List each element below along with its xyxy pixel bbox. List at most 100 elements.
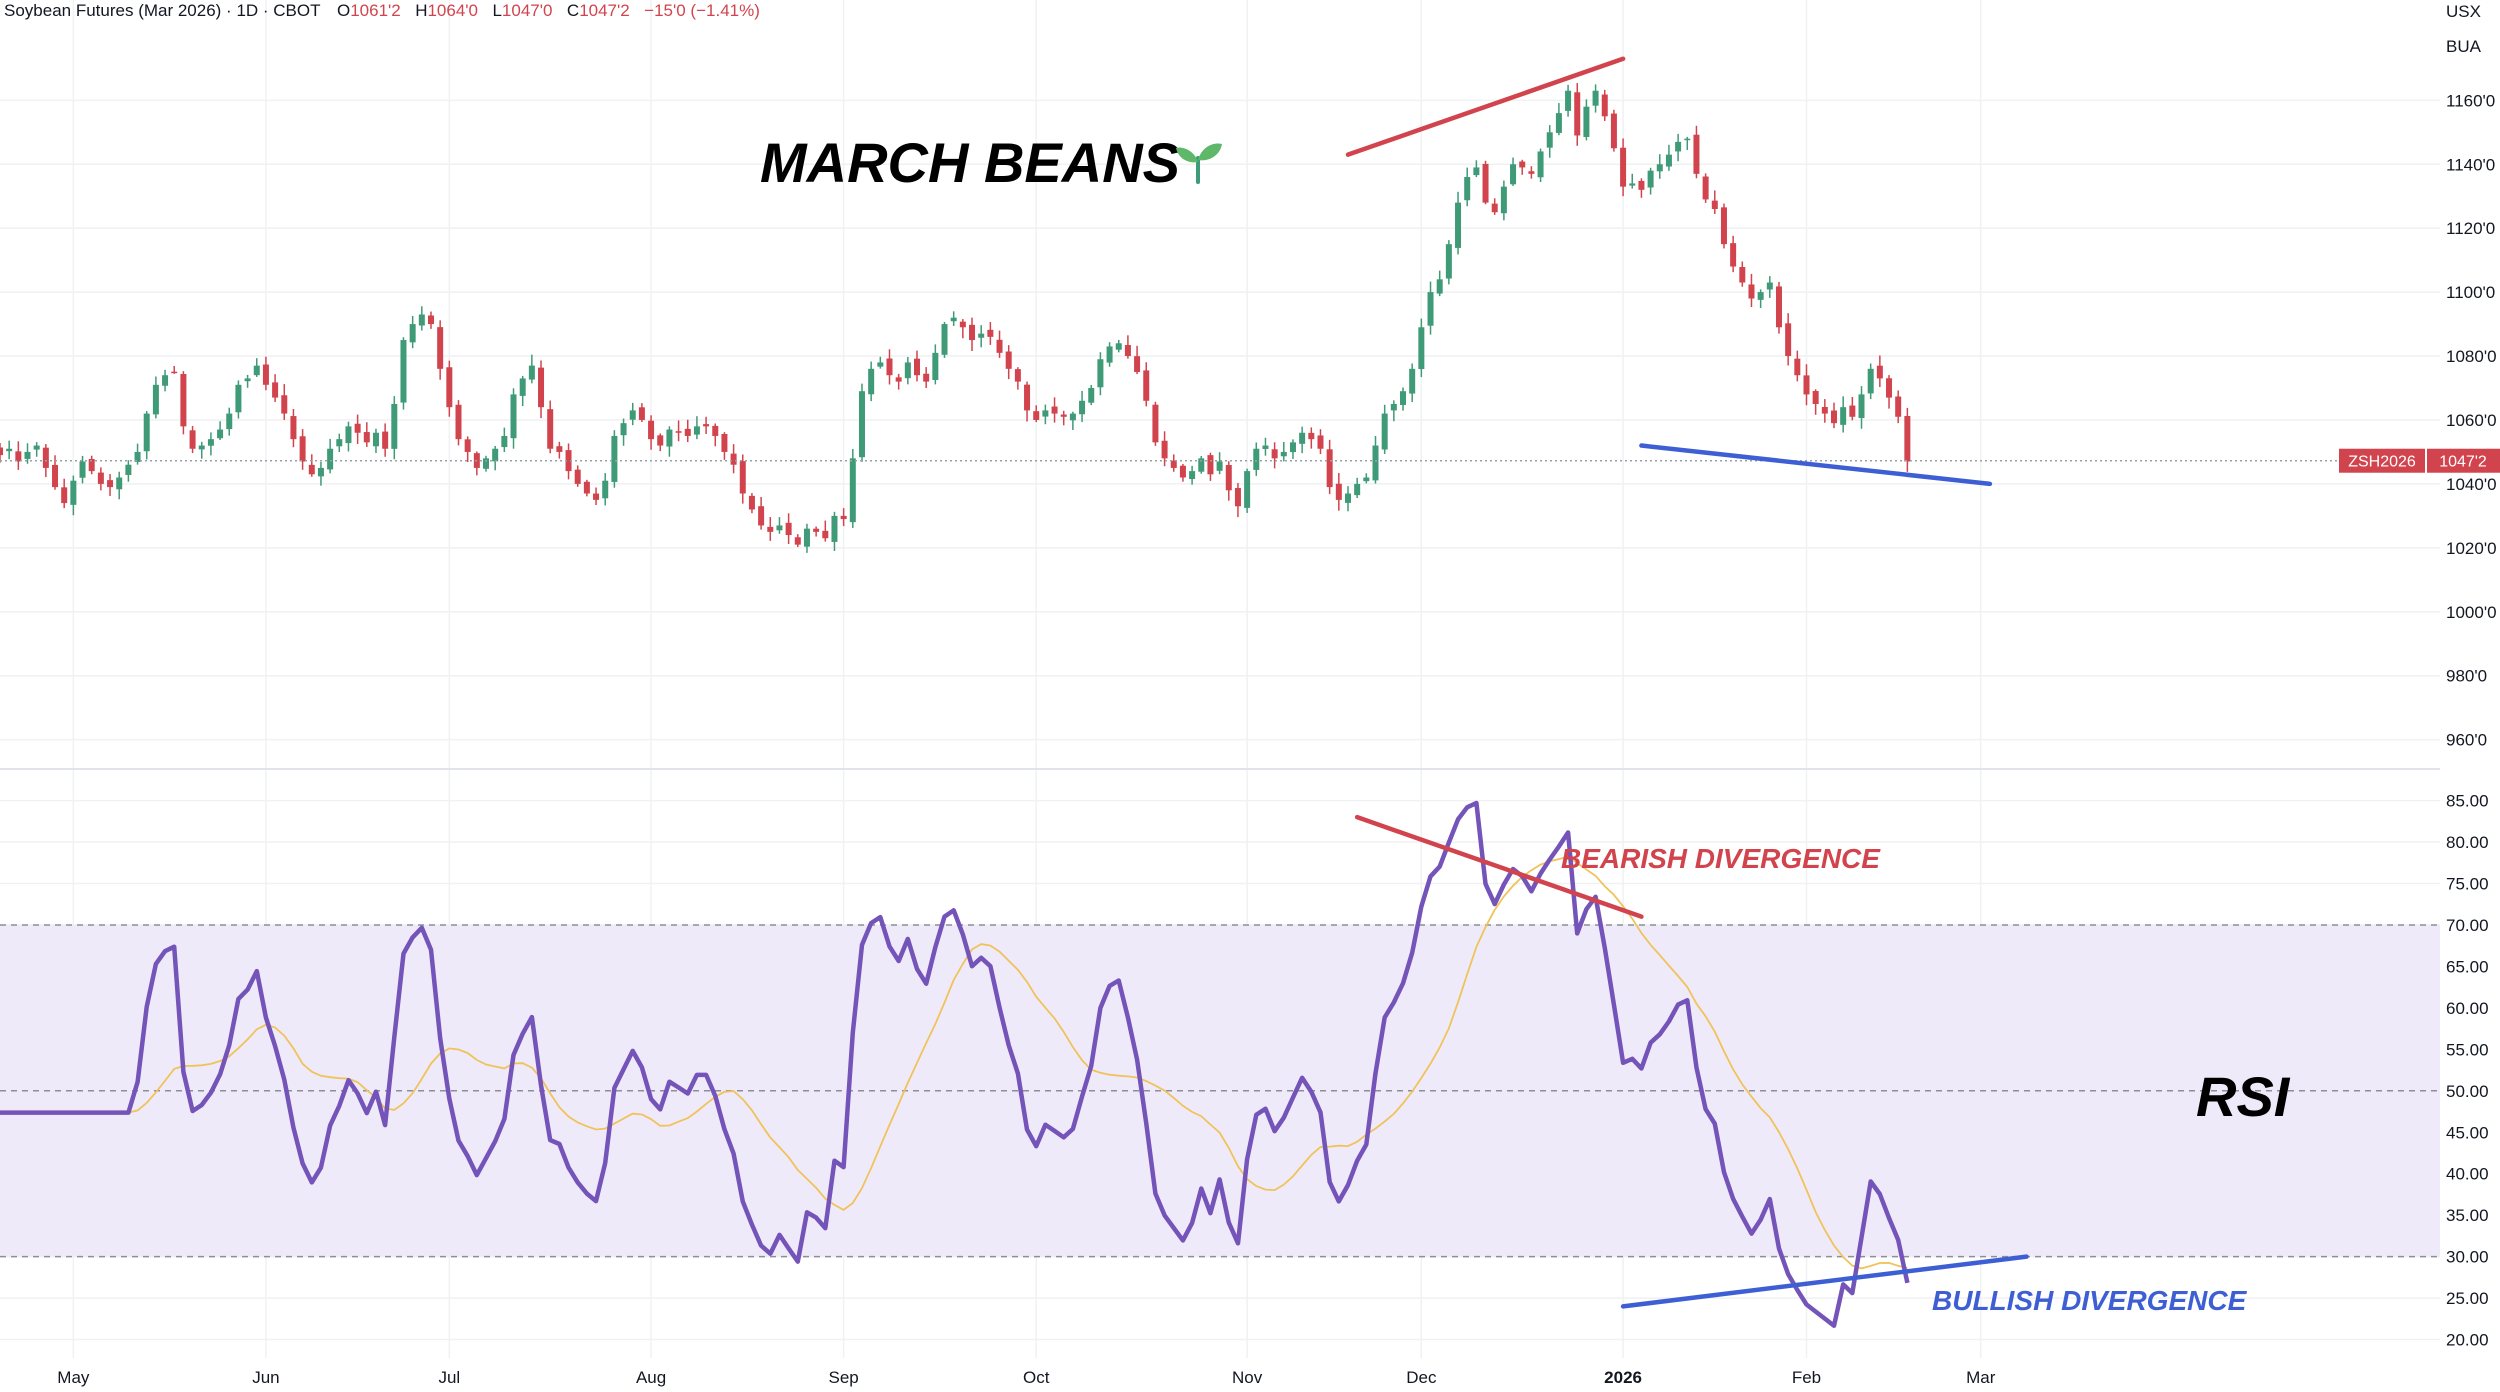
candle-body [1436,279,1443,294]
candle-body [1152,404,1159,443]
rsi-annotation[interactable]: RSI [2196,1065,2291,1128]
candle-body [739,461,746,494]
rsi-plot[interactable] [0,800,1910,1328]
candle-body [748,495,755,510]
candle-body [1042,410,1049,417]
candle-body [996,339,1003,353]
candle-body [638,407,645,420]
candle-body [1720,207,1727,245]
legend-line: Soybean Futures (Mar 2026) · 1D · CBOT O… [4,1,760,20]
candle-body [583,481,590,494]
candle-body [1546,132,1553,148]
candle-body [1060,414,1067,417]
candle-body [923,373,930,382]
candle-body [1308,432,1315,440]
candle-body [1730,243,1737,267]
candle-body [1427,292,1434,326]
bullish-divergence-label[interactable]: BULLISH DIVERGENCE [1932,1285,2248,1316]
candle-body [1115,343,1122,350]
candle-body [1610,113,1617,149]
rsi-tick-label: 75.00 [2446,875,2489,894]
candle-body [620,423,627,436]
candle-body [1812,391,1819,404]
candle-body [372,432,379,447]
candle-body [125,464,132,475]
candle-body [1500,186,1507,214]
candle-body [565,450,572,472]
candle-body [207,439,214,446]
candle-body [427,315,434,325]
candle-body [1519,161,1526,168]
rsi-tick-label: 50.00 [2446,1082,2489,1101]
candle-body [1069,413,1076,421]
candle-body [33,445,40,450]
price-tick-label: 960'0 [2446,731,2487,750]
candle-body [712,425,719,436]
candle-body [1079,400,1086,415]
legend-change: −15'0 (−1.41%) [644,1,760,20]
rsi-tick-label: 45.00 [2446,1123,2489,1142]
candle-body [1693,134,1700,174]
bearish-divergence-label[interactable]: BEARISH DIVERGENCE [1561,843,1881,874]
candles[interactable] [0,83,1911,553]
candle-body [1757,292,1764,300]
candle-body [162,375,169,386]
candle-body [1051,406,1058,414]
candle-body [703,424,710,427]
rsi-tick-label: 25.00 [2446,1289,2489,1308]
candle-body [1775,286,1782,328]
rsi-tick-label: 80.00 [2446,833,2489,852]
candle-body [1189,471,1196,480]
candle-body [1620,147,1627,187]
candle-body [1629,183,1636,186]
candle-body [785,522,792,536]
candle-body [235,384,242,413]
candle-body [895,377,902,382]
candle-body [1390,403,1397,411]
candle-body [675,431,682,433]
candle-body [244,378,251,382]
price-tick-label: 1060'0 [2446,411,2497,430]
candle-body [1473,167,1480,176]
candle-body [0,447,3,456]
candle-body [1794,358,1801,376]
candle-body [1280,451,1287,457]
legend-open-value: 1061'2 [350,1,401,20]
candle-body [1106,346,1113,363]
candle-body [547,409,554,449]
candle-body [1134,356,1141,373]
candle-body [1895,396,1902,417]
candle-body [354,423,361,433]
candle-body [464,439,471,452]
candle-body [1656,164,1663,172]
candle-body [1143,370,1150,401]
candle-body [959,321,966,328]
unit-label[interactable]: BUA [2446,37,2482,56]
legend-high-label: H [415,1,427,20]
candle-body [1244,471,1251,508]
x-tick-label: Feb [1792,1368,1821,1387]
currency-label[interactable]: USX [2446,2,2481,21]
candle-body [1803,375,1810,395]
price-tick-label: 1160'0 [2446,91,2495,110]
candle-body [483,458,490,469]
candle-body [97,472,104,484]
legend-open-label: O [337,1,350,20]
chart-title-annotation[interactable]: MARCH BEANS [760,131,1180,194]
candle-body [1647,170,1654,188]
candle-body [574,469,581,484]
candle-body [61,487,68,504]
candle-body [1739,267,1746,283]
candle-body [116,477,123,490]
candle-body [1583,106,1590,137]
candle-body [776,525,783,531]
bearish-price-trendline [1345,56,1626,157]
candle-body [1033,411,1040,420]
candle-body [767,526,774,532]
candle-body [189,430,196,449]
candle-body [1216,461,1223,471]
trend-lines[interactable] [1345,56,2029,1309]
rsi-tick-label: 30.00 [2446,1248,2489,1267]
candle-body [684,428,691,436]
price-tick-label: 1080'0 [2446,347,2497,366]
